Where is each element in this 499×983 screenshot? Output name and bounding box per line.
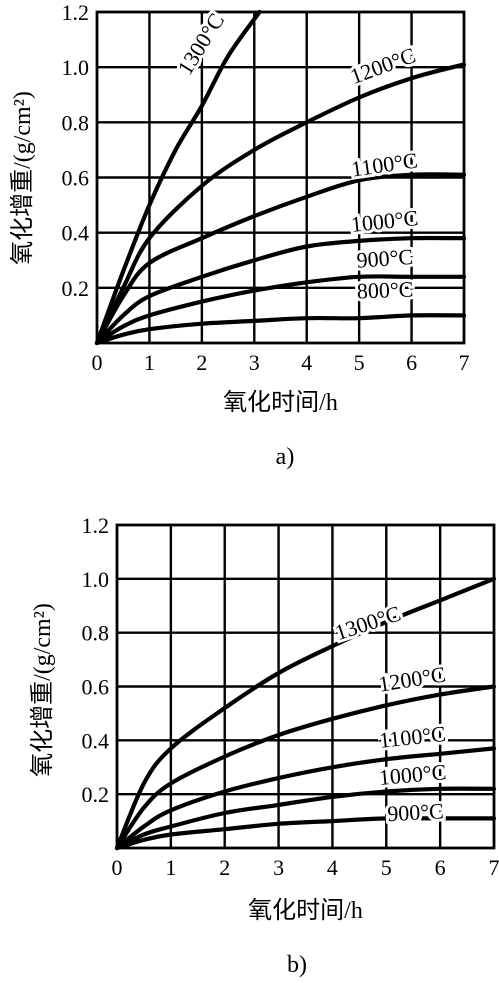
chart-2-x-tick-label: 5 (381, 855, 392, 880)
chart-2-series-line-5 (114, 816, 497, 851)
chart-2-x-tick-label: 0 (112, 855, 123, 880)
chart-1-y-tick-label: 0.8 (62, 110, 90, 135)
chart-2-series-line-3 (114, 746, 497, 851)
chart-1-y-tick-label: 0.2 (62, 276, 90, 301)
chart-2-y-tick-label: 0.4 (82, 728, 110, 753)
chart-2-y-tick-label: 0.6 (82, 675, 110, 700)
chart-1-x-tick-label: 1 (144, 350, 155, 375)
chart-2-y-tick-label: 1.0 (82, 567, 110, 592)
chart-1-series-line-2 (94, 62, 467, 346)
chart-2-series-line-4 (114, 786, 497, 851)
chart-1-series-label-2: 1200°C (347, 42, 419, 89)
chart-1-series-line-6 (94, 313, 467, 346)
chart-2-y-tick-label: 0.8 (82, 621, 110, 646)
chart-1-x-tick-label: 0 (92, 350, 103, 375)
chart-2-x-axis-label: 氧化时间/h (248, 897, 363, 924)
chart-1-y-tick-label: 1.2 (62, 0, 90, 25)
chart-2-x-tick-label: 4 (327, 855, 338, 880)
chart-1-x-axis-label: 氧化时间/h (223, 389, 338, 416)
chart-2-y-tick-label: 0.2 (82, 782, 110, 807)
chart-2-series-label-5: 900°C (387, 798, 445, 826)
chart-2-x-tick-label: 1 (165, 855, 176, 880)
chart-1-series-line-4 (94, 235, 467, 346)
chart-1-caption: a) (276, 444, 295, 470)
chart-2-x-tick-label: 3 (273, 855, 284, 880)
chart-2-caption: b) (287, 952, 307, 978)
chart-2-series-line-2 (114, 684, 497, 851)
chart-2-x-tick-label: 6 (435, 855, 446, 880)
chart-2-series-line-1 (114, 576, 497, 851)
chart-1-x-tick-label: 5 (354, 350, 365, 375)
chart-2-y-tick-label: 1.2 (82, 513, 110, 538)
chart-1-x-tick-label: 6 (406, 350, 417, 375)
chart-1-series-label-5: 900°C (356, 244, 414, 273)
chart-2-series-label-3: 1100°C (378, 721, 447, 753)
chart-1-x-tick-label: 4 (301, 350, 312, 375)
chart-2-y-axis-label: 氧化增重/(g/cm²) (29, 603, 56, 777)
chart-1-y-tick-label: 0.4 (62, 221, 90, 246)
chart-1-series-line-3 (94, 172, 467, 346)
chart-2-series-label-4: 1000°C (378, 759, 447, 790)
chart-1-x-tick-label: 3 (249, 350, 260, 375)
chart-2-x-tick-label: 2 (219, 855, 230, 880)
chart-1-y-tick-label: 0.6 (62, 166, 90, 191)
chart-2-series-label-1: 1300°C (332, 601, 404, 646)
chart-1-x-tick-label: 7 (459, 350, 470, 375)
chart-1-x-tick-label: 2 (196, 350, 207, 375)
chart-1-series-label-6: 800°C (356, 277, 413, 304)
chart-2-x-tick-label: 7 (489, 855, 499, 880)
chart-1-series-line-1 (94, 9, 262, 346)
chart-1-y-tick-label: 1.0 (62, 55, 90, 80)
chart-1-series-line-5 (94, 274, 467, 346)
chart-1-plot-frame (95, 10, 466, 345)
chart-1-y-axis-label: 氧化增重/(g/cm²) (9, 91, 36, 265)
